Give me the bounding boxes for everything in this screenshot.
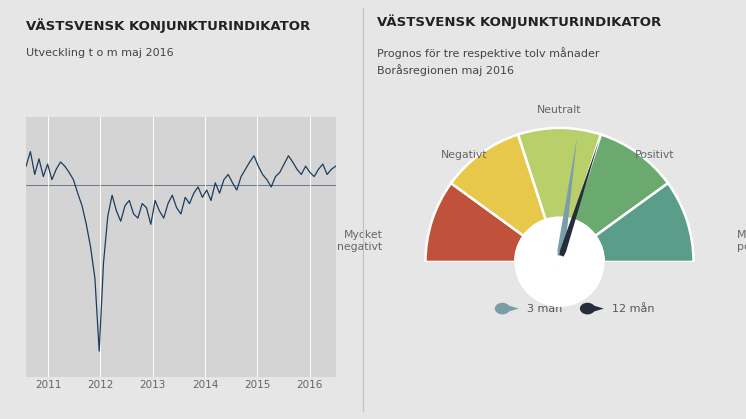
Text: Mycket
positivt: Mycket positivt bbox=[736, 230, 746, 252]
Text: Utveckling t o m maj 2016: Utveckling t o m maj 2016 bbox=[26, 48, 174, 58]
Text: Prognos för tre respektive tolv månader
Boråsregionen maj 2016: Prognos för tre respektive tolv månader … bbox=[377, 47, 599, 76]
Text: VÄSTSVENSK KONJUNKTURINDIKATOR: VÄSTSVENSK KONJUNKTURINDIKATOR bbox=[26, 19, 310, 34]
Circle shape bbox=[515, 217, 604, 306]
Wedge shape bbox=[573, 134, 668, 236]
Text: Mycket
negativt: Mycket negativt bbox=[337, 230, 382, 252]
Polygon shape bbox=[557, 137, 577, 269]
Polygon shape bbox=[592, 305, 604, 312]
Wedge shape bbox=[425, 183, 524, 262]
Text: VÄSTSVENSK KONJUNKTURINDIKATOR: VÄSTSVENSK KONJUNKTURINDIKATOR bbox=[377, 15, 661, 29]
Ellipse shape bbox=[580, 303, 595, 314]
Text: Negativt: Negativt bbox=[441, 150, 487, 160]
Wedge shape bbox=[451, 134, 546, 236]
Ellipse shape bbox=[495, 303, 510, 314]
Text: Positivt: Positivt bbox=[636, 150, 675, 160]
Wedge shape bbox=[518, 128, 601, 220]
Wedge shape bbox=[595, 183, 694, 262]
Circle shape bbox=[554, 256, 565, 268]
Text: 12 mån: 12 mån bbox=[612, 304, 654, 313]
Text: Neutralt: Neutralt bbox=[537, 106, 582, 115]
Polygon shape bbox=[373, 262, 746, 338]
Polygon shape bbox=[507, 305, 518, 312]
Text: 3 mån: 3 mån bbox=[527, 304, 562, 313]
Polygon shape bbox=[557, 140, 599, 269]
